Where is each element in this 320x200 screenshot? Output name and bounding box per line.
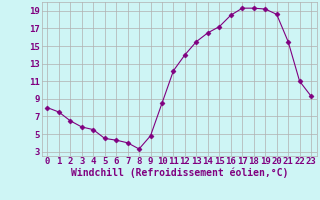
X-axis label: Windchill (Refroidissement éolien,°C): Windchill (Refroidissement éolien,°C) [70, 168, 288, 178]
